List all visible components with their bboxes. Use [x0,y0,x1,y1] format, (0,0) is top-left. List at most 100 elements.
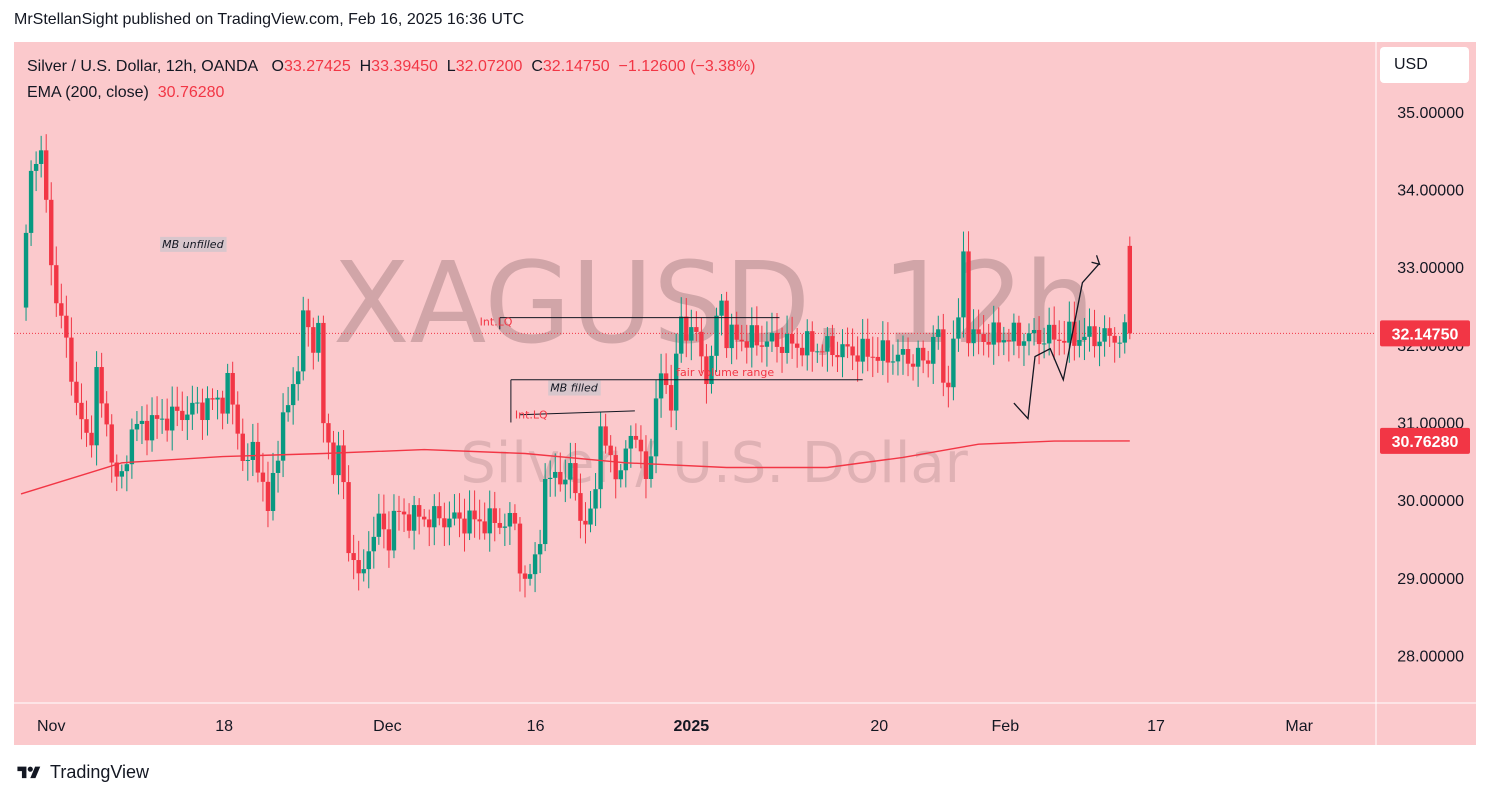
candle [432,494,437,546]
candle [573,442,578,501]
candle-body [870,356,875,358]
candle [502,513,508,547]
candle-body [134,423,140,430]
candle [1122,314,1127,354]
candle-body [548,477,553,480]
candle-body [931,336,936,364]
candle-body [462,518,467,534]
candle-body [764,341,770,347]
candle [1087,308,1092,352]
candle [638,425,644,469]
candle [210,388,215,411]
candle [850,328,855,371]
candle [361,549,366,582]
candle [230,361,235,425]
candle [794,327,800,368]
candle-body [774,332,780,347]
candle-body [663,373,669,386]
ema-label[interactable]: EMA (200, close) [27,84,149,101]
annotation-label: Int.LQ [480,316,513,329]
candle [764,321,770,367]
candle [532,542,538,593]
price-axis[interactable]: 35.0000034.0000033.0000032.0000031.00000… [1380,105,1470,666]
candle [608,435,613,473]
candle [386,511,392,568]
candle [38,135,44,178]
candle [1057,320,1062,356]
candle [815,343,820,363]
candle-body [38,150,44,164]
candle-body [215,397,220,400]
candle [578,473,583,539]
candle-body [1001,340,1006,343]
candle-body [850,346,855,356]
annotation-label: MB unfilled [162,238,224,251]
candle-body [845,344,850,347]
candle-body [986,341,991,345]
candle-body [749,325,754,348]
currency-button[interactable]: USD [1380,47,1469,83]
candle-body [820,351,825,353]
candle-body [623,448,628,471]
price-tick-label: 34.00000 [1397,183,1464,200]
candle-body [285,405,291,413]
candle-body [1006,340,1012,342]
footer-brand[interactable]: TradingView [14,762,149,783]
candle-body [699,331,704,357]
candle [714,307,719,373]
candle [1021,333,1027,366]
candle [139,406,145,445]
change-value: −1.12600 (−3.38%) [618,58,756,75]
candle [290,367,296,425]
candlestick-chart[interactable]: XAGUSD, 12h Silver / U.S. Dollar MB unfi… [14,42,1476,745]
candle-body [709,355,714,384]
candle [613,446,618,499]
candle [1046,307,1052,356]
candle-body [971,329,976,344]
candle-body [618,470,623,480]
ema-price-label-bg [1380,427,1470,454]
candle [1036,316,1042,365]
time-tick-label: 18 [215,718,233,735]
candle-body [492,508,497,523]
candle-body [79,402,84,420]
chart-area[interactable]: XAGUSD, 12h Silver / U.S. Dollar MB unfi… [14,42,1476,745]
candle-body [74,381,79,403]
candle-body [361,569,366,574]
candle [159,398,165,434]
candle-body [185,414,190,421]
candle-body [346,482,351,554]
tradingview-logo-icon [17,766,41,778]
footer-brand-text: TradingView [50,762,150,782]
candle-body [532,554,538,575]
candle [23,224,29,321]
candle-body [54,265,59,304]
candle-body [1122,322,1127,343]
candle-body [920,347,926,361]
candle [447,501,452,546]
candle [472,490,477,538]
candle-body [280,412,286,461]
candle-body [366,551,371,570]
candle [28,160,34,246]
candle [679,297,684,363]
candle-body [996,322,1001,343]
candle [457,493,462,538]
close-label: C [531,58,543,75]
candle [170,386,175,451]
candle-body [1102,328,1107,342]
candle [840,329,845,378]
symbol-description[interactable]: Silver / U.S. Dollar, 12h, OANDA [27,58,259,75]
candle [124,455,130,492]
time-tick-label: 2025 [674,718,710,735]
candle-body [719,300,724,316]
time-axis[interactable]: Nov 18 Dec 16 2025 20 Feb 17 Mar [37,718,1314,735]
candle [870,336,875,378]
candle-body [422,516,427,520]
candle-body [321,322,326,424]
candle-body [1117,342,1122,344]
candle-body [860,338,865,362]
last-price-label-bg [1380,320,1470,347]
candle-body [956,317,961,339]
candle-body [865,338,870,357]
